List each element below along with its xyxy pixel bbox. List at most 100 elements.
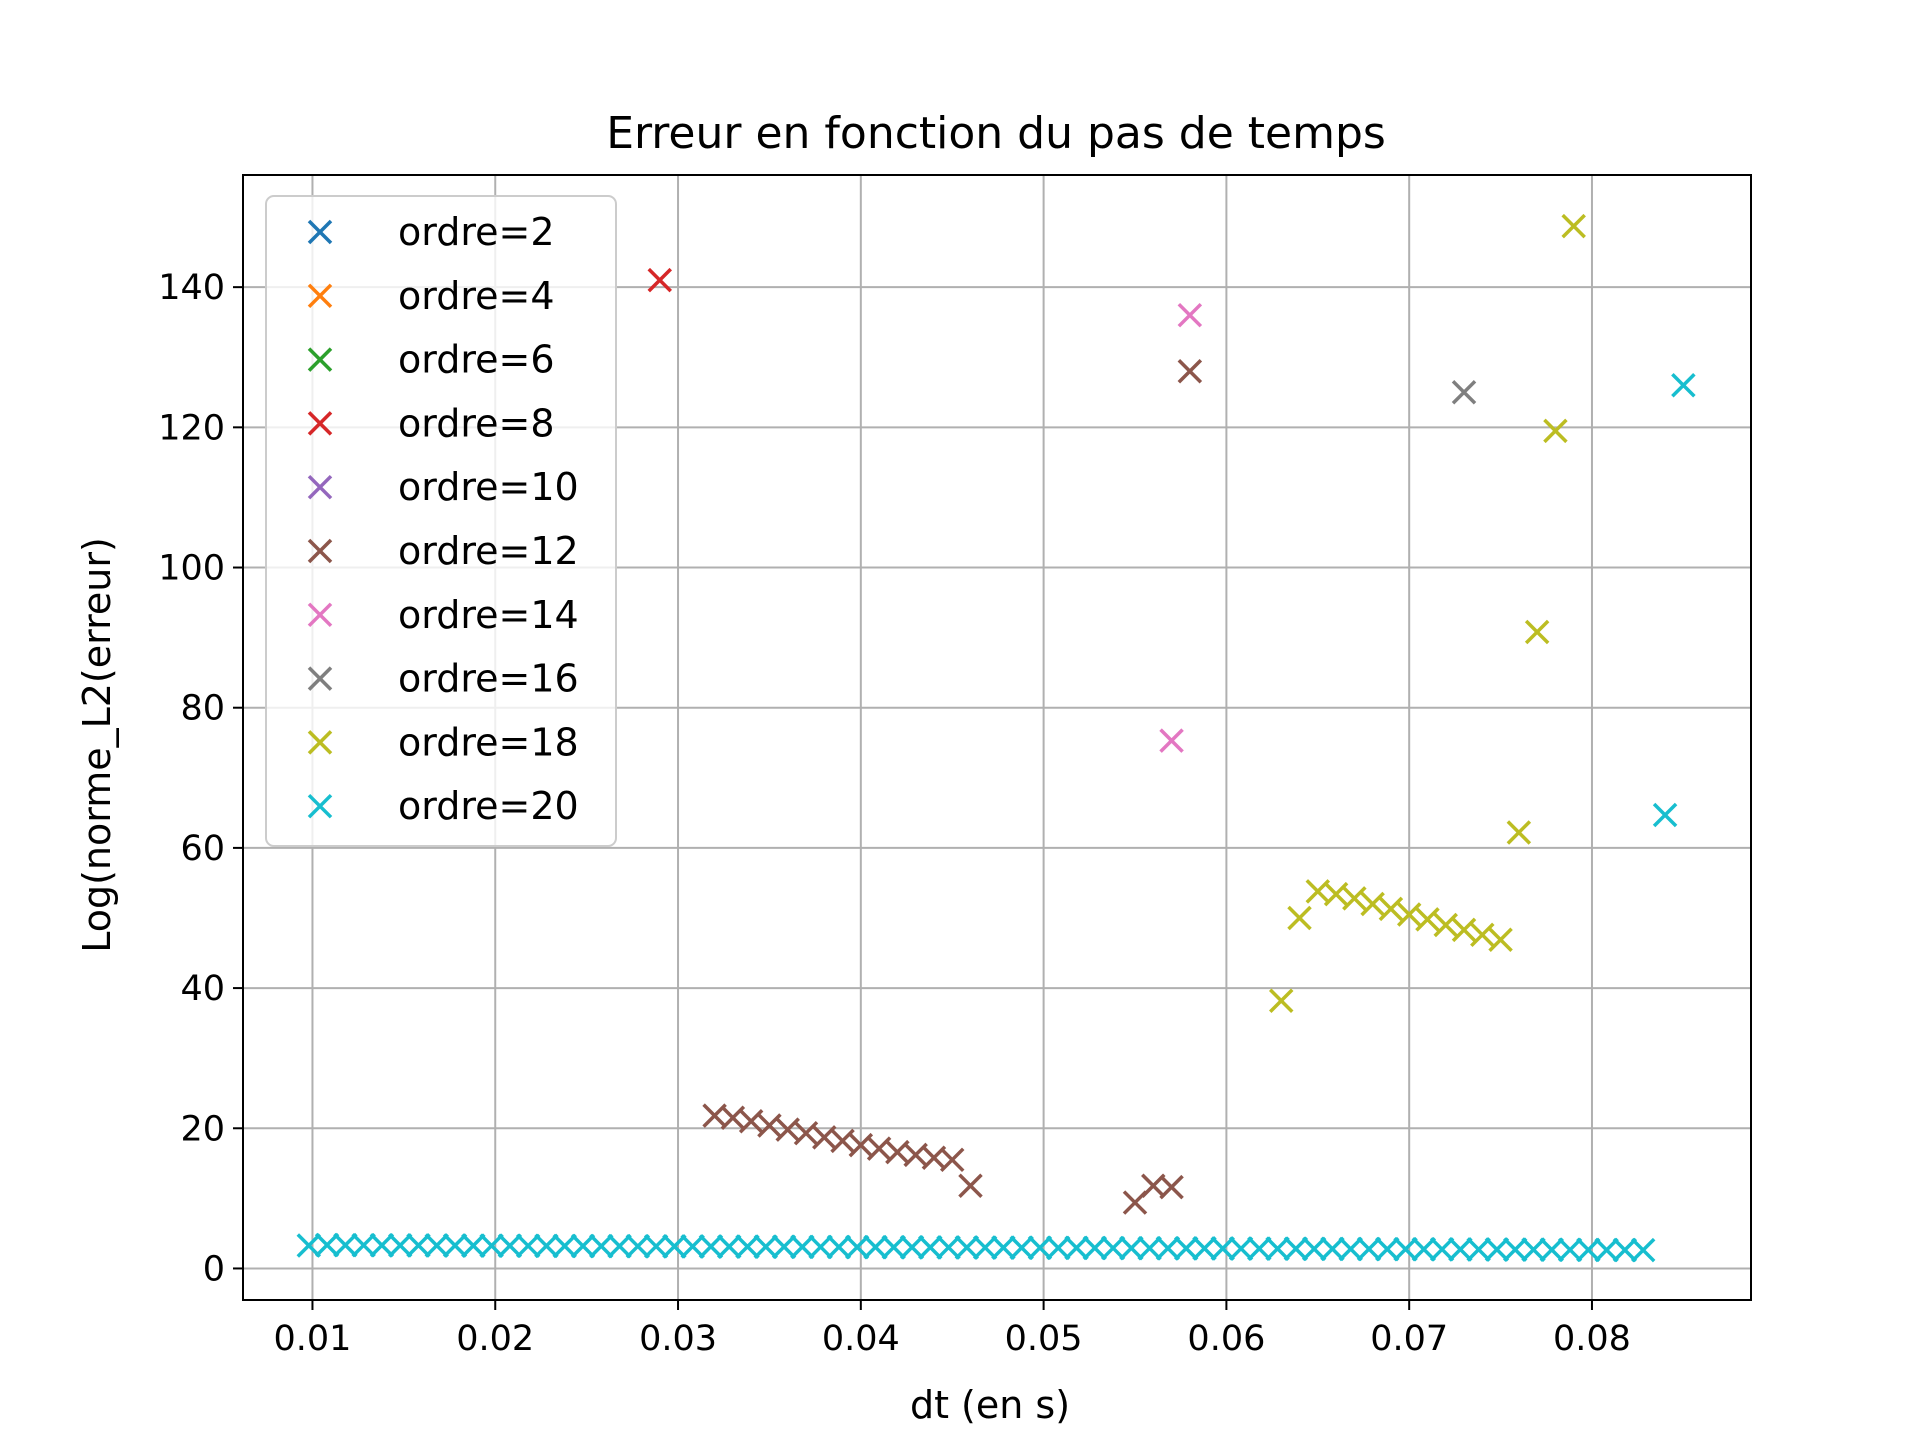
data-point bbox=[1415, 907, 1440, 932]
data-point bbox=[1502, 1237, 1528, 1262]
data-point bbox=[1210, 1236, 1235, 1261]
data-point bbox=[830, 1128, 855, 1154]
data-point bbox=[790, 1234, 815, 1260]
data-point bbox=[1027, 1235, 1053, 1261]
data-point bbox=[1100, 1235, 1126, 1261]
series-ordre=18 bbox=[1268, 213, 1586, 1013]
data-point bbox=[1323, 881, 1349, 907]
data-point bbox=[1268, 988, 1294, 1013]
data-point bbox=[1539, 1237, 1564, 1262]
x-tick-label: 0.07 bbox=[1370, 1319, 1448, 1359]
data-point bbox=[1155, 1236, 1181, 1261]
data-point bbox=[497, 1233, 523, 1258]
data-point bbox=[1506, 820, 1532, 845]
data-point bbox=[1433, 912, 1458, 938]
data-point bbox=[1652, 802, 1678, 828]
data-point bbox=[1159, 1174, 1184, 1200]
data-point bbox=[735, 1234, 760, 1259]
data-point bbox=[369, 1233, 395, 1258]
data-point bbox=[1287, 905, 1312, 931]
data-point bbox=[1451, 917, 1477, 943]
data-point bbox=[1396, 902, 1422, 927]
data-point bbox=[1393, 1236, 1418, 1262]
data-point bbox=[662, 1234, 687, 1259]
data-point bbox=[643, 1234, 669, 1259]
y-tick-label: 20 bbox=[180, 1109, 225, 1149]
data-point bbox=[1301, 1236, 1327, 1262]
data-point bbox=[771, 1234, 797, 1260]
legend-marker bbox=[307, 347, 333, 372]
chart-title: Erreur en fonction du pas de temps bbox=[606, 108, 1386, 159]
legend-label: ordre=16 bbox=[398, 657, 579, 701]
x-tick-label: 0.04 bbox=[822, 1319, 900, 1359]
legend-label: ordre=20 bbox=[398, 784, 579, 828]
data-point bbox=[757, 1113, 782, 1138]
series-ordre=8 bbox=[647, 267, 672, 293]
data-point bbox=[1411, 1237, 1437, 1262]
data-point bbox=[1612, 1237, 1638, 1263]
data-marks bbox=[296, 213, 1696, 1263]
data-point bbox=[461, 1233, 486, 1258]
data-point bbox=[1177, 302, 1203, 328]
data-point bbox=[1488, 927, 1513, 952]
data-point bbox=[534, 1233, 559, 1259]
legend-marker bbox=[307, 411, 333, 436]
x-tick-label: 0.06 bbox=[1187, 1319, 1265, 1359]
data-point bbox=[479, 1233, 504, 1258]
data-point bbox=[991, 1235, 1016, 1260]
data-point bbox=[1470, 922, 1495, 948]
data-point bbox=[1009, 1235, 1034, 1260]
data-point bbox=[899, 1235, 925, 1260]
legend-label: ordre=14 bbox=[398, 593, 579, 637]
data-point bbox=[716, 1234, 742, 1259]
legend-marker bbox=[307, 283, 333, 309]
x-tick-label: 0.02 bbox=[456, 1319, 534, 1359]
data-point bbox=[296, 1233, 322, 1258]
data-point bbox=[625, 1234, 651, 1259]
data-point bbox=[406, 1233, 431, 1258]
data-point bbox=[1360, 891, 1385, 917]
data-point bbox=[881, 1234, 906, 1260]
data-point bbox=[1630, 1237, 1656, 1263]
data-point bbox=[1484, 1237, 1510, 1262]
y-tick-label: 80 bbox=[180, 689, 225, 729]
plot-frame bbox=[242, 174, 1752, 1301]
legend-item: ordre=18 bbox=[307, 720, 579, 764]
data-point bbox=[1356, 1236, 1382, 1262]
legend-marker bbox=[307, 474, 333, 500]
legend-label: ordre=6 bbox=[398, 338, 555, 382]
y-axis-label: Log(norme_L2(erreur) bbox=[75, 537, 119, 953]
y-tick-label: 100 bbox=[158, 549, 225, 589]
data-point bbox=[1557, 1237, 1583, 1263]
legend-item: ordre=12 bbox=[307, 529, 579, 573]
x-axis-ticks: 0.01 0.02 0.03 0.04 0.05 0.06 0.07 0.08 bbox=[273, 1300, 1631, 1359]
data-point bbox=[1045, 1235, 1071, 1261]
y-tick-label: 40 bbox=[180, 969, 225, 1009]
data-point bbox=[918, 1235, 943, 1260]
data-point bbox=[424, 1233, 449, 1258]
data-point bbox=[698, 1234, 724, 1259]
x-axis-label: dt (en s) bbox=[910, 1383, 1070, 1427]
data-point bbox=[1265, 1236, 1290, 1261]
data-point bbox=[1561, 213, 1586, 239]
legend-item: ordre=8 bbox=[307, 401, 555, 445]
data-point bbox=[1283, 1236, 1309, 1261]
data-point bbox=[1173, 1236, 1199, 1261]
data-point bbox=[552, 1233, 577, 1259]
data-point bbox=[589, 1233, 614, 1259]
legend-marker bbox=[307, 219, 333, 245]
data-point bbox=[1342, 886, 1367, 911]
legend-label: ordre=4 bbox=[398, 274, 555, 318]
data-point bbox=[1159, 728, 1184, 753]
legend-label: ordre=10 bbox=[398, 465, 579, 509]
data-point bbox=[972, 1235, 998, 1260]
data-point bbox=[738, 1109, 764, 1134]
data-point bbox=[844, 1234, 870, 1260]
data-point bbox=[647, 267, 672, 293]
legend-marker bbox=[307, 730, 333, 755]
x-tick-label: 0.03 bbox=[639, 1319, 717, 1359]
legend-marker bbox=[307, 793, 333, 819]
data-point bbox=[1119, 1235, 1144, 1261]
data-point bbox=[1082, 1235, 1108, 1261]
